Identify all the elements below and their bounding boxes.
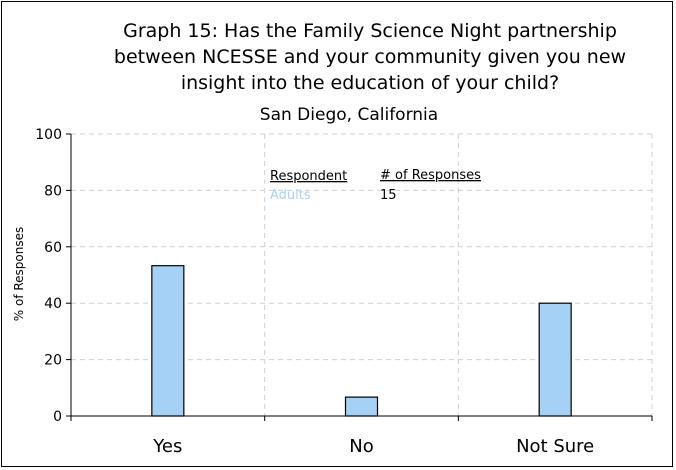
x-tick-label-2: Not Sure <box>516 436 594 457</box>
y-tick-label-4: 80 <box>44 183 62 199</box>
x-tick-label-1: No <box>349 436 373 457</box>
chart-subtitle: San Diego, California <box>260 105 438 125</box>
legend: Respondent # of Responses Adults 15 <box>270 168 481 203</box>
legend-respondent: Adults <box>270 188 311 203</box>
y-tick-label-0: 0 <box>53 409 62 425</box>
chart-title-line-2: between NCESSE and your community given … <box>114 46 626 68</box>
legend-header-respondent: Respondent <box>270 169 347 184</box>
y-tick-labels: 0 20 40 60 80 100 <box>35 127 62 425</box>
legend-header-responses: # of Responses <box>380 168 481 183</box>
x-tick-labels: Yes No Not Sure <box>152 436 594 457</box>
x-tick-label-0: Yes <box>152 436 182 457</box>
bars <box>151 265 572 417</box>
legend-responses: 15 <box>380 188 397 203</box>
bar-not-sure <box>538 302 572 417</box>
chart-title-line-3: insight into the education of your child… <box>181 72 559 94</box>
y-tick-label-5: 100 <box>35 127 62 143</box>
y-tick-label-1: 20 <box>44 353 62 369</box>
y-axis-label: % of Responses <box>12 227 26 321</box>
y-tick-label-2: 40 <box>44 296 62 312</box>
bar-no <box>344 396 379 417</box>
chart-title-line-1: Graph 15: Has the Family Science Night p… <box>123 20 617 42</box>
grid-lines <box>71 133 653 416</box>
bar-yes <box>151 265 185 417</box>
y-tick-label-3: 60 <box>44 240 62 256</box>
